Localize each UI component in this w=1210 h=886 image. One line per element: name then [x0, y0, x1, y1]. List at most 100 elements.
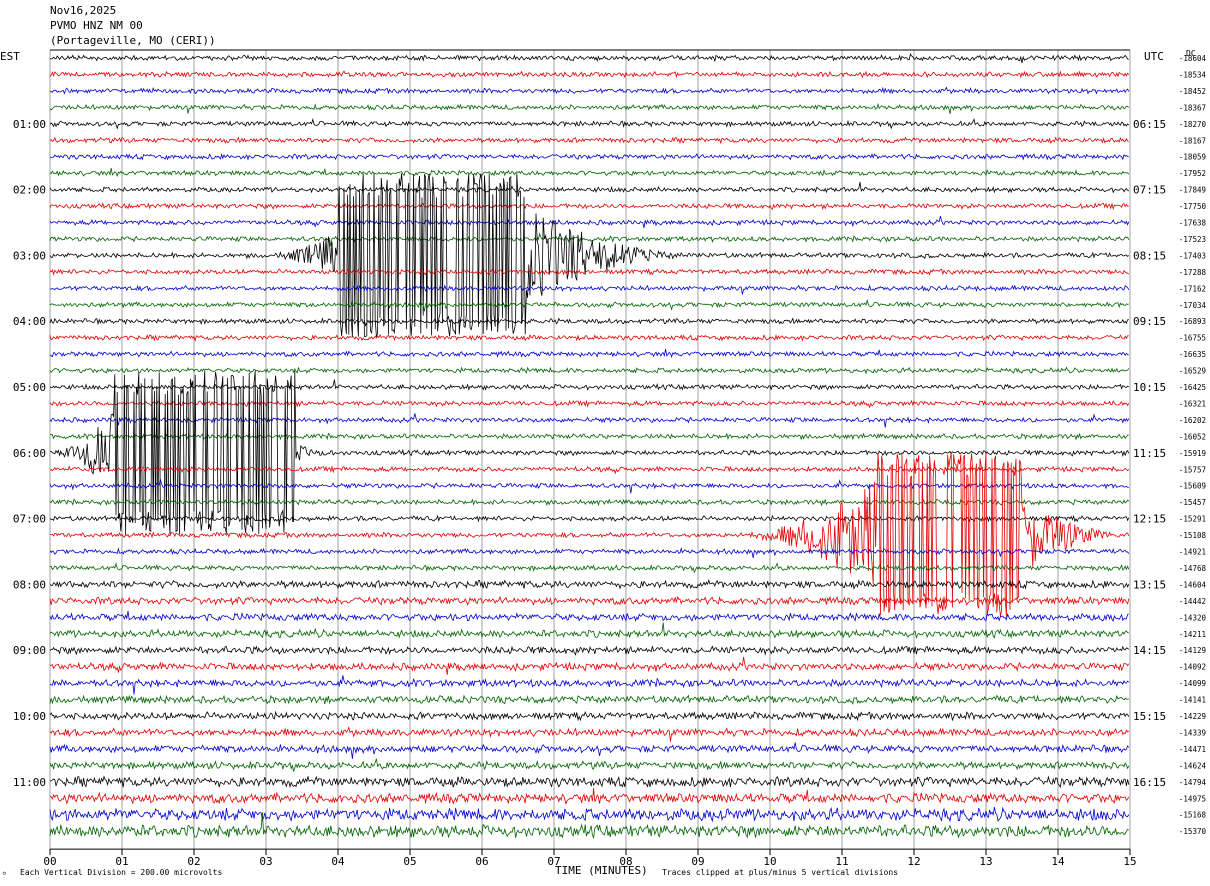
dc-offset-label: -14092 — [1179, 663, 1206, 672]
trace-34 — [49, 610, 1129, 623]
trace-5 — [49, 136, 1129, 145]
trace-36 — [49, 645, 1130, 656]
dc-offset-label: -18534 — [1179, 70, 1207, 79]
trace-29 — [49, 453, 1130, 618]
vertical-scale-note: Each Vertical Division = 200.00 microvol… — [20, 868, 223, 877]
dc-offset-label: -16202 — [1179, 416, 1206, 425]
dc-offset-label: -14099 — [1179, 679, 1206, 688]
dc-offset-label: -15370 — [1179, 827, 1207, 836]
x-tick-label: 09 — [691, 855, 704, 868]
dc-offset-label: -15757 — [1179, 465, 1206, 474]
dc-offset-label: -14624 — [1179, 761, 1207, 770]
utc-hour-label: 10:15 — [1133, 381, 1166, 394]
dc-offset-label: -14921 — [1179, 548, 1206, 557]
trace-39 — [49, 694, 1130, 705]
trace-12 — [49, 173, 1130, 337]
chart-date: Nov16,2025 — [50, 4, 117, 17]
dc-offset-label: -16635 — [1179, 350, 1206, 359]
trace-9 — [49, 202, 1129, 211]
trace-33 — [49, 593, 1130, 607]
trace-24 — [49, 370, 1130, 535]
trace-42 — [49, 742, 1130, 759]
trace-4 — [49, 117, 1130, 130]
right-timezone-label: UTC — [1144, 50, 1164, 63]
trace-18 — [49, 349, 1129, 359]
dc-offset-label: -14211 — [1179, 630, 1206, 639]
dc-offset-label: -16425 — [1179, 383, 1206, 392]
utc-hour-label: 09:15 — [1133, 315, 1166, 328]
dc-offset-label: -18167 — [1179, 136, 1206, 145]
x-tick-label: 15 — [1123, 855, 1136, 868]
dc-offset-label: -17750 — [1179, 202, 1207, 211]
x-tick-label: 05 — [403, 855, 416, 868]
est-hour-label: 03:00 — [13, 249, 46, 262]
dc-offset-label: -14339 — [1179, 728, 1206, 737]
dc-offset-label: -17162 — [1179, 284, 1206, 293]
x-tick-label: 12 — [907, 855, 920, 868]
trace-38 — [49, 675, 1130, 695]
x-tick-label: 01 — [115, 855, 128, 868]
seismic-traces — [49, 53, 1130, 840]
utc-hour-label: 11:15 — [1133, 447, 1166, 460]
dc-offset-label: -16321 — [1179, 399, 1206, 408]
est-hour-label: 04:00 — [13, 315, 46, 328]
trace-25 — [49, 465, 1130, 475]
x-tick-label: 13 — [979, 855, 992, 868]
dc-offset-label: -18270 — [1179, 120, 1207, 129]
trace-6 — [49, 153, 1129, 161]
dc-offset-label: -14768 — [1179, 564, 1207, 573]
utc-hour-label: 07:15 — [1133, 184, 1166, 197]
dc-offset-label: -14794 — [1179, 778, 1207, 787]
dc-offset-label: -18452 — [1179, 87, 1206, 96]
dc-offset-label: -18059 — [1179, 153, 1206, 162]
x-tick-label: 14 — [1051, 855, 1065, 868]
trace-40 — [49, 710, 1130, 722]
utc-hour-label: 16:15 — [1133, 776, 1166, 789]
trace-43 — [49, 758, 1130, 772]
x-tick-label: 04 — [331, 855, 345, 868]
utc-hour-label: 15:15 — [1133, 710, 1166, 723]
dc-offset-label: -16893 — [1179, 317, 1206, 326]
dc-offset-label: -17849 — [1179, 186, 1206, 195]
dc-offset-labels: -18604 -18534 -18452 -18367 -18270 -18167 -180… — [1179, 54, 1207, 836]
x-tick-label: 10 — [763, 855, 776, 868]
trace-15 — [49, 298, 1129, 312]
clipping-note: Traces clipped at plus/minus 5 vertical … — [662, 868, 899, 877]
utc-hour-label: 08:15 — [1133, 249, 1166, 262]
x-tick-label: 11 — [835, 855, 848, 868]
trace-46 — [49, 806, 1130, 823]
dc-offset-label: -16755 — [1179, 334, 1206, 343]
trace-35 — [49, 622, 1129, 640]
dc-offset-label: -16529 — [1179, 367, 1206, 376]
trace-37 — [49, 656, 1130, 675]
utc-hour-label: 14:15 — [1133, 644, 1166, 657]
x-tick-label: 07 — [547, 855, 560, 868]
trace-17 — [49, 333, 1129, 342]
trace-3 — [49, 102, 1130, 114]
dc-offset-label: -14320 — [1179, 613, 1207, 622]
trace-19 — [49, 366, 1130, 375]
dc-offset-label: -17638 — [1179, 219, 1207, 228]
est-hour-label: 05:00 — [13, 381, 46, 394]
trace-13 — [49, 268, 1130, 276]
trace-22 — [49, 413, 1130, 428]
est-hour-label: 07:00 — [13, 513, 46, 526]
trace-21 — [49, 399, 1130, 409]
est-hour-label: 08:00 — [13, 578, 46, 591]
dc-offset-label: -17952 — [1179, 169, 1206, 178]
utc-hour-labels: 06:15 07:15 08:15 09:15 10:15 11:15 12:15 13:15… — [1133, 118, 1166, 789]
x-tick-label: 06 — [475, 855, 488, 868]
utc-hour-label: 12:15 — [1133, 513, 1166, 526]
station-location: (Portageville, MO (CERI)) — [50, 34, 216, 47]
dc-offset-label: -14604 — [1179, 580, 1207, 589]
x-tick-label: 08 — [619, 855, 632, 868]
dc-offset-label: -17523 — [1179, 235, 1206, 244]
dc-offset-label: -14975 — [1179, 794, 1206, 803]
dc-offset-label: -18367 — [1179, 103, 1206, 112]
dc-offset-label: -17403 — [1179, 251, 1206, 260]
left-timezone-label: EST — [0, 50, 20, 63]
dc-offset-label: -15457 — [1179, 498, 1206, 507]
dc-offset-label: -14229 — [1179, 712, 1206, 721]
trace-44 — [49, 775, 1130, 789]
